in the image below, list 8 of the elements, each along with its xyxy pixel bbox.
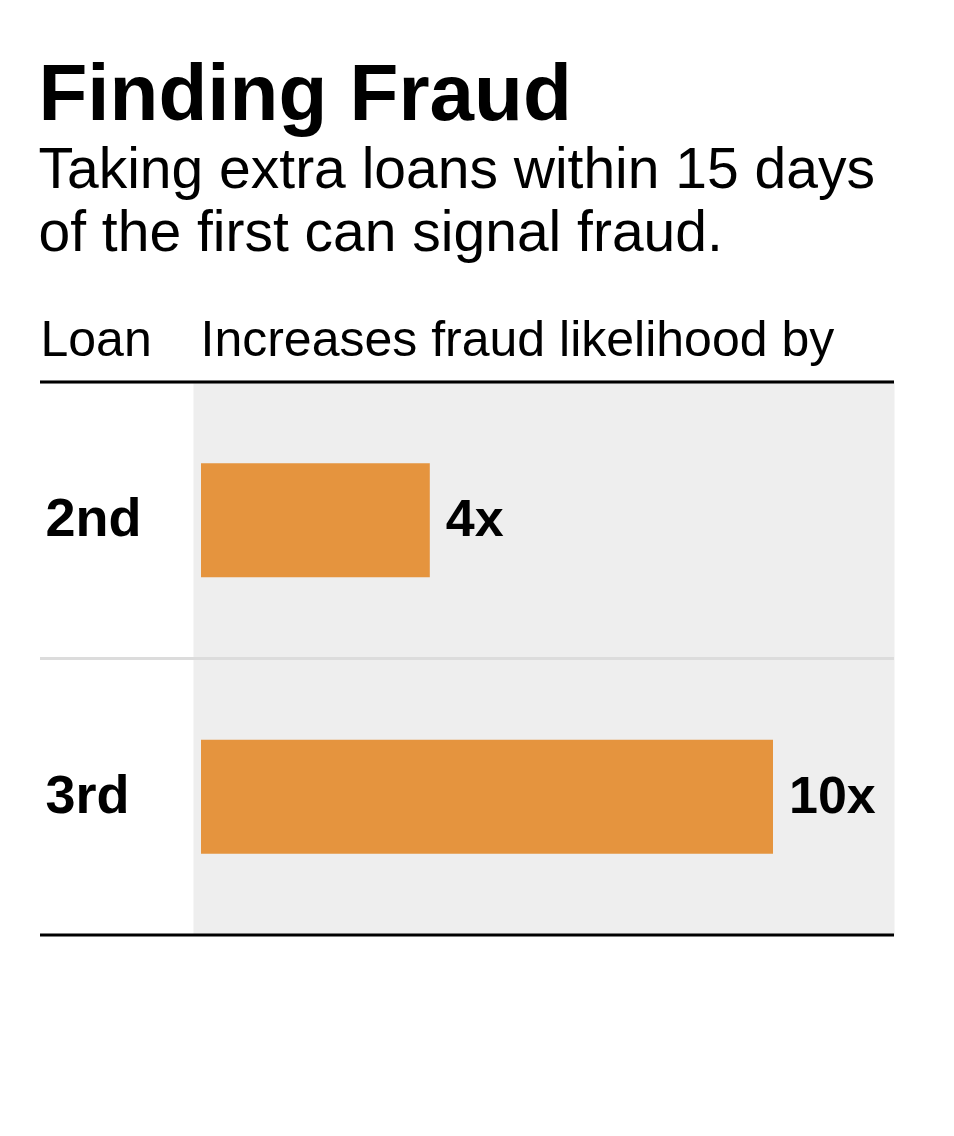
y-axis-title: Loan — [40, 310, 152, 367]
data-label: 4x — [445, 489, 504, 548]
y-tick-label: 2nd — [45, 487, 142, 548]
data-label: 10x — [789, 765, 876, 824]
chart-title: Finding Fraud — [38, 48, 572, 137]
y-tick-label: 3rd — [45, 763, 130, 824]
chart-subtitle: Taking extra loans within 15 days of the first can signal fraud. — [38, 136, 875, 263]
x-axis-title: Increases fraud likelihood by — [200, 310, 835, 367]
